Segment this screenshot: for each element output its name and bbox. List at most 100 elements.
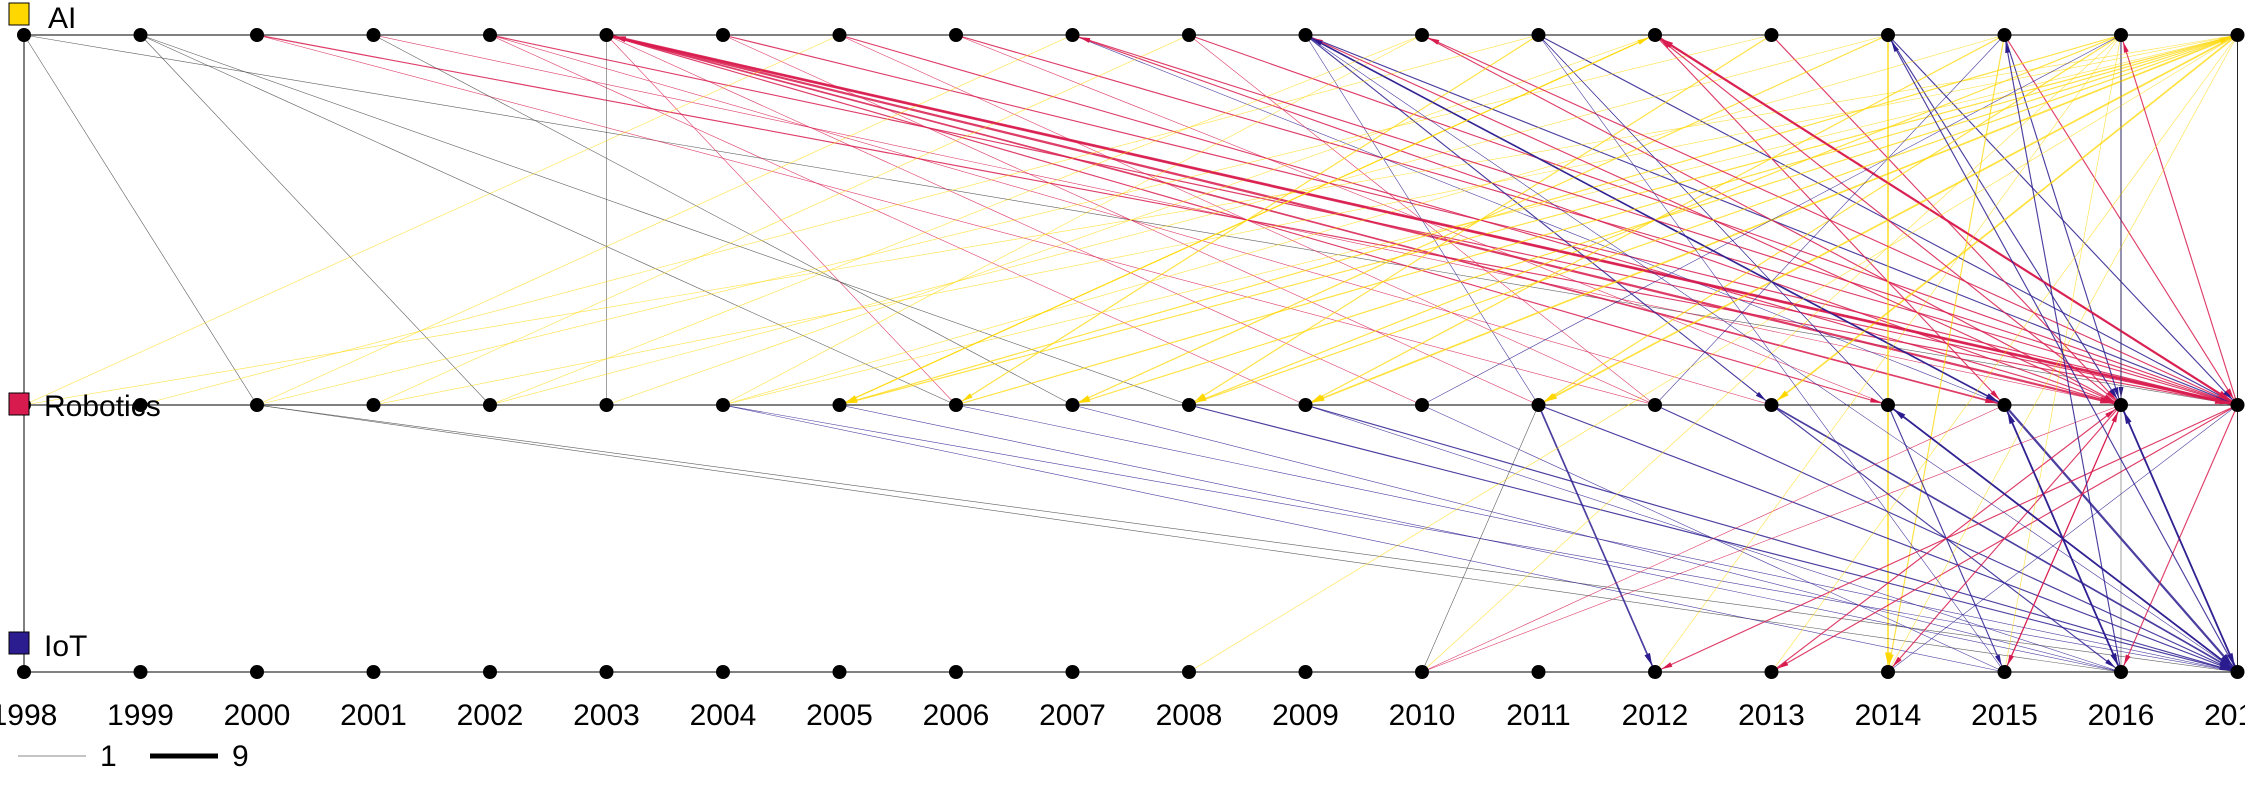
node-iot-2015 — [1997, 665, 2012, 679]
year-label-2003: 2003 — [573, 699, 640, 732]
node-iot-2016 — [2114, 665, 2128, 679]
edge-ai-2002-to-robotics-2009 — [489, 34, 1306, 406]
edge-arrowhead — [961, 393, 973, 402]
edge-robotics-2010-to-ai-2016 — [1421, 34, 2122, 406]
edge-arrowhead — [1644, 652, 1653, 666]
edge-arrowhead — [2221, 653, 2233, 667]
node-robotics-2007 — [1065, 398, 1080, 412]
robotics-color-swatch — [8, 392, 30, 416]
year-label-2004: 2004 — [690, 699, 757, 732]
edge-arrowhead — [2007, 411, 2016, 425]
node-iot-2002 — [483, 665, 497, 679]
node-ai-2000 — [250, 28, 264, 42]
iot-layer-label: IoT — [44, 630, 87, 663]
iot-color-swatch — [8, 631, 30, 655]
node-robotics-2005 — [832, 398, 847, 412]
node-ai-2008 — [1182, 28, 1196, 42]
node-ai-1998 — [17, 28, 31, 42]
edge-iot-2015-to-ai-2011 — [1538, 34, 2005, 673]
year-label-2011: 2011 — [1506, 699, 1571, 732]
edge-robotics-2017-to-iot-2013 — [1771, 404, 2238, 673]
edge-arrowhead — [2123, 654, 2131, 666]
edge-ai-2007-to-robotics-2000 — [256, 34, 1073, 406]
node-iot-2012 — [1648, 665, 1662, 679]
year-label-2012: 2012 — [1622, 699, 1689, 732]
year-label-1999: 1999 — [107, 699, 174, 732]
year-label-2009: 2009 — [1272, 699, 1339, 732]
node-ai-2003 — [599, 28, 614, 42]
edge-links — [23, 33, 2239, 673]
edge-ai-2017-to-robotics-2001 — [373, 34, 2238, 406]
edge-arrowhead — [1776, 390, 1789, 401]
node-ai-2007 — [1065, 28, 1080, 42]
node-ai-2017 — [2230, 28, 2245, 42]
edge-arrowhead — [1995, 654, 2002, 666]
edge-iot-2008-to-ai-2017 — [1188, 34, 2238, 673]
edge-width-legend: 1 9 — [18, 740, 249, 773]
layer-legend-ai: AI — [8, 2, 76, 35]
edge-arrowhead — [2123, 41, 2129, 53]
edge-iot-2010-to-robotics-2016 — [1421, 404, 2122, 673]
edge-iot-2013-to-robotics-2016 — [1771, 404, 2122, 673]
layer-legend: AI Robotics IoT — [8, 2, 161, 663]
year-label-2000: 2000 — [224, 699, 291, 732]
edge-ai-2001-to-robotics-2007 — [373, 34, 1073, 406]
node-iot-2010 — [1415, 665, 1429, 679]
node-robotics-2009 — [1298, 398, 1313, 412]
robotics-layer-label: Robotics — [44, 390, 161, 423]
edge-ai-2017-to-robotics-2013 — [1770, 34, 2239, 406]
node-robotics-2006 — [949, 398, 963, 412]
node-iot-2004 — [716, 665, 730, 679]
edge-arrowhead — [1544, 393, 1556, 402]
node-robotics-2001 — [366, 398, 381, 412]
node-robotics-2008 — [1182, 398, 1196, 412]
edge-ai-2005-to-robotics-1998 — [23, 34, 840, 406]
node-iot-2007 — [1065, 665, 1080, 679]
node-ai-2015 — [1997, 28, 2012, 42]
edge-arrowhead — [2113, 387, 2119, 399]
year-label-2001: 2001 — [340, 699, 407, 732]
edge-robotics-2008-to-ai-2017 — [1188, 34, 2238, 406]
edge-iot-2016-to-robotics-2015 — [2003, 404, 2122, 673]
edge-arrowhead — [2219, 36, 2231, 43]
edge-iot-2010-to-robotics-2011 — [1421, 404, 1539, 673]
node-robotics-2015 — [1997, 398, 2012, 412]
year-label-2010: 2010 — [1389, 699, 1456, 732]
edge-robotics-2016-to-ai-2012 — [1654, 34, 2122, 406]
edge-arrowhead — [1428, 37, 1440, 45]
node-robotics-2012 — [1648, 398, 1662, 412]
edge-robotics-2017-to-ai-2003 — [606, 34, 2238, 406]
node-iot-2003 — [599, 665, 614, 679]
edge-arrowhead — [1637, 37, 1649, 45]
edge-arrowhead — [1311, 38, 1323, 46]
edge-arrowhead — [1888, 653, 1894, 666]
node-ai-2016 — [2114, 28, 2128, 42]
edge-robotics-2006-to-ai-2017 — [955, 34, 2238, 406]
year-label-2007: 2007 — [1039, 699, 1106, 732]
edge-arrowhead — [1194, 393, 1206, 402]
node-iot-2001 — [366, 665, 381, 679]
year-label-2006: 2006 — [923, 699, 990, 732]
node-ai-2006 — [949, 28, 963, 42]
edge-arrowhead — [1891, 41, 1899, 52]
edge-arrowhead — [1078, 395, 1090, 403]
node-robotics-2016 — [2114, 398, 2128, 412]
node-ai-2009 — [1298, 28, 1313, 42]
edge-arrowhead — [1079, 37, 1091, 43]
node-ai-2011 — [1531, 28, 1546, 42]
node-iot-2006 — [949, 665, 963, 679]
edge-robotics-2017-to-ai-2012 — [1654, 34, 2238, 406]
node-robotics-2004 — [716, 398, 730, 412]
edge-arrowhead — [1661, 662, 1673, 670]
node-robotics-2003 — [599, 398, 614, 412]
node-ai-2010 — [1415, 28, 1429, 42]
node-iot-2017 — [2230, 665, 2245, 679]
edge-iot-2013-to-ai-2017 — [1771, 34, 2238, 673]
ai-color-swatch — [8, 2, 30, 26]
node-iot-2009 — [1298, 665, 1313, 679]
node-robotics-2010 — [1415, 398, 1429, 412]
edge-arrowhead — [1777, 660, 1789, 669]
edge-robotics-2004-to-iot-2015 — [722, 404, 2005, 673]
edge-arrowhead — [2123, 411, 2132, 425]
